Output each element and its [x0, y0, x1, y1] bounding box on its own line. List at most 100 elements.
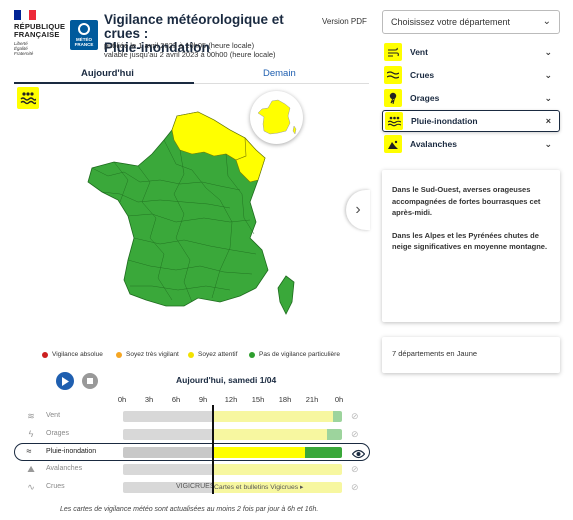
eye-off-icon[interactable]: ⊘	[351, 482, 359, 492]
bar-segment-yellow	[212, 411, 334, 422]
avalanche-icon	[384, 135, 402, 153]
bar-segment-green	[333, 411, 342, 422]
french-flag-icon	[14, 10, 36, 20]
mf-line-1: MÉTÉO	[75, 37, 92, 42]
eye-off-icon[interactable]: ⊘	[351, 411, 359, 421]
legend-label-absolue: Vigilance absolue	[52, 351, 103, 358]
flood-icon	[385, 112, 403, 130]
storm-icon: ϟ	[28, 429, 34, 439]
tomorrow-map-inset[interactable]	[250, 91, 303, 144]
rf-line-2: FRANÇAISE	[14, 30, 60, 39]
flood-icon: ≈	[26, 446, 32, 456]
vigicrues-logo: VIGICRUES	[176, 483, 215, 490]
page-title: Vigilance météorologique et crues : Plui…	[104, 13, 314, 55]
hour-label: 3h	[144, 395, 154, 404]
stop-button[interactable]	[82, 373, 98, 389]
timeline-bar-avalanches[interactable]	[123, 464, 342, 475]
legend-dot-green	[249, 351, 255, 358]
meteo-france-logo: MÉTÉO FRANCE	[70, 20, 98, 50]
active-tab-indicator	[14, 82, 194, 84]
bar-segment-yellow	[212, 464, 342, 475]
timeline-label-orages: Orages	[46, 430, 69, 437]
pdf-version-link[interactable]: Version PDF	[322, 17, 367, 26]
phenomenon-pluie-inondation[interactable]: Pluie-inondation ×	[382, 110, 560, 132]
chevron-right-icon: ›	[355, 201, 361, 218]
timeline-bar-orages[interactable]	[123, 429, 342, 440]
timeline-title: Aujourd'hui, samedi 1/04	[176, 375, 277, 385]
chevron-down-icon: ⌄	[544, 92, 552, 103]
republique-francaise-logo: RÉPUBLIQUE FRANÇAISE Liberté Égalité Fra…	[14, 10, 66, 60]
legend-label-tres-vigilant: Soyez très vigilant	[126, 351, 179, 358]
chevron-down-icon: ⌄	[544, 46, 552, 57]
eye-off-icon[interactable]: ⊘	[351, 464, 359, 474]
legend-label-attentif: Soyez attentif	[198, 351, 238, 358]
chevron-down-icon: ⌄	[544, 69, 552, 80]
forecast-paragraph-1: Dans le Sud-Ouest, averses orageuses acc…	[392, 185, 541, 217]
rf-motto-2: Égalité	[14, 46, 28, 51]
next-day-button[interactable]: ›	[346, 190, 370, 230]
title-line-1: Vigilance météorologique et crues :	[104, 12, 284, 41]
tab-today[interactable]: Aujourd'hui	[81, 68, 134, 79]
forecast-paragraph-2: Dans les Alpes et les Pyrénées chutes de…	[392, 230, 548, 252]
timeline-bar-vent[interactable]	[123, 411, 342, 422]
update-footnote: Les cartes de vigilance météo sont actua…	[60, 506, 319, 513]
legend-item-tres-vigilant: Soyez très vigilant	[116, 351, 179, 358]
phenomenon-vent[interactable]: Vent ⌄	[382, 41, 560, 63]
timeline-label-pluie-inondation: Pluie-inondation	[46, 448, 97, 455]
stop-icon	[87, 378, 93, 384]
bar-segment-past	[123, 482, 213, 493]
legend-item-pas-de-vigilance: Pas de vigilance particulière	[249, 351, 340, 358]
tab-tomorrow[interactable]: Demain	[263, 68, 296, 79]
france-vigilance-map[interactable]	[80, 110, 310, 340]
department-count-box[interactable]: 7 départements en Jaune	[382, 337, 560, 373]
bar-segment-past	[123, 447, 213, 458]
bar-segment-past	[123, 429, 213, 440]
phenomenon-label-avalanches: Avalanches	[410, 139, 457, 149]
meteo-france-emblem-icon	[78, 23, 90, 35]
timeline-bar-pluie-inondation[interactable]	[123, 447, 342, 458]
hour-label: 12h	[224, 395, 238, 404]
eye-icon[interactable]	[351, 446, 366, 464]
title-line-2: Pluie-inondation	[104, 40, 210, 55]
bar-segment-yellow	[212, 482, 342, 493]
legend-item-attentif: Soyez attentif	[188, 351, 237, 358]
rf-line-1: RÉPUBLIQUE	[14, 22, 66, 31]
phenomenon-label-orages: Orages	[410, 93, 440, 103]
phenomenon-label-pluie-inondation: Pluie-inondation	[411, 116, 478, 126]
hour-label: 21h	[305, 395, 319, 404]
phenomenon-label-vent: Vent	[410, 47, 428, 57]
legend-dot-orange	[116, 351, 122, 358]
storm-icon	[384, 89, 402, 107]
bar-segment-green	[304, 447, 342, 458]
legend-label-pas-de-vigilance: Pas de vigilance particulière	[259, 351, 340, 358]
vigicrues-link[interactable]: Cartes et bulletins Vigicrues ▸	[214, 484, 304, 491]
phenomenon-crues[interactable]: Crues ⌄	[382, 64, 560, 86]
hour-label: 6h	[171, 395, 181, 404]
hour-label: 15h	[251, 395, 265, 404]
mf-line-2: FRANCE	[74, 42, 94, 47]
timeline-bar-crues[interactable]	[123, 482, 342, 493]
eye-off-icon[interactable]: ⊘	[351, 429, 359, 439]
rf-motto-1: Liberté	[14, 41, 28, 46]
legend-dot-red	[42, 351, 48, 358]
bar-segment-yellow	[212, 429, 327, 440]
phenomenon-orages[interactable]: Orages ⌄	[382, 87, 560, 109]
timeline-label-vent: Vent	[46, 412, 61, 419]
bar-segment-past	[123, 464, 213, 475]
department-select[interactable]: Choisissez votre département ⌄	[382, 10, 560, 34]
chevron-down-icon: ⌄	[542, 16, 551, 27]
hour-label: 9h	[198, 395, 208, 404]
phenomenon-avalanches[interactable]: Avalanches ⌄	[382, 133, 560, 155]
river-icon: ∿	[27, 482, 35, 492]
play-icon	[62, 376, 69, 386]
current-time-indicator	[212, 405, 214, 494]
play-button[interactable]	[56, 372, 74, 390]
rf-motto-3: Fraternité	[14, 51, 34, 56]
bar-segment-past	[123, 411, 213, 422]
published-date: publiée le 1 avril 2023 à 10h05 (heure l…	[104, 41, 255, 50]
timeline-row-active[interactable]	[14, 443, 370, 461]
department-count-text: 7 départements en Jaune	[392, 349, 478, 358]
valid-until-date: valable jusqu'au 2 avril 2023 à 00h00 (h…	[104, 50, 276, 59]
forecast-text-box: Dans le Sud-Ouest, averses orageuses acc…	[382, 170, 560, 322]
close-icon[interactable]: ×	[545, 116, 551, 126]
